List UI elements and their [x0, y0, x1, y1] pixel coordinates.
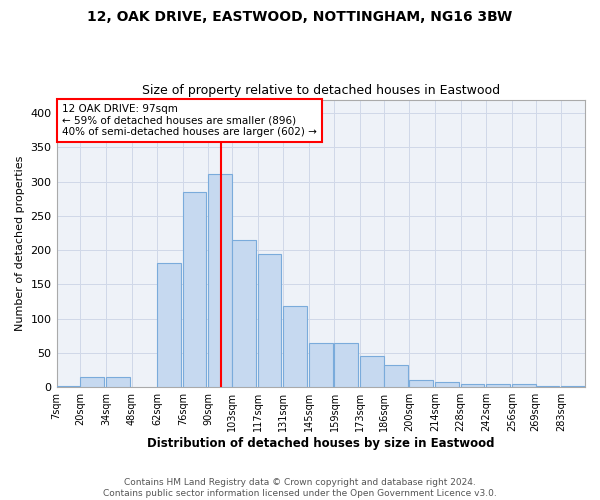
Bar [334, 342, 358, 387]
Bar [461, 384, 484, 387]
Bar [384, 366, 407, 387]
Bar [232, 240, 256, 387]
Bar [283, 306, 307, 387]
Bar [486, 384, 510, 387]
Bar [409, 380, 433, 387]
Bar [360, 356, 384, 387]
Bar [309, 342, 332, 387]
Text: 12, OAK DRIVE, EASTWOOD, NOTTINGHAM, NG16 3BW: 12, OAK DRIVE, EASTWOOD, NOTTINGHAM, NG1… [88, 10, 512, 24]
Text: 12 OAK DRIVE: 97sqm
← 59% of detached houses are smaller (896)
40% of semi-detac: 12 OAK DRIVE: 97sqm ← 59% of detached ho… [62, 104, 317, 137]
Bar [183, 192, 206, 387]
Bar [257, 254, 281, 387]
Bar [106, 377, 130, 387]
Bar [435, 382, 459, 387]
Text: Contains HM Land Registry data © Crown copyright and database right 2024.
Contai: Contains HM Land Registry data © Crown c… [103, 478, 497, 498]
Bar [80, 377, 104, 387]
Bar [157, 262, 181, 387]
Y-axis label: Number of detached properties: Number of detached properties [15, 156, 25, 331]
Bar [536, 386, 559, 387]
Bar [208, 174, 232, 387]
Title: Size of property relative to detached houses in Eastwood: Size of property relative to detached ho… [142, 84, 500, 97]
Bar [561, 386, 585, 387]
Bar [512, 384, 536, 387]
Bar [56, 386, 80, 387]
X-axis label: Distribution of detached houses by size in Eastwood: Distribution of detached houses by size … [147, 437, 494, 450]
